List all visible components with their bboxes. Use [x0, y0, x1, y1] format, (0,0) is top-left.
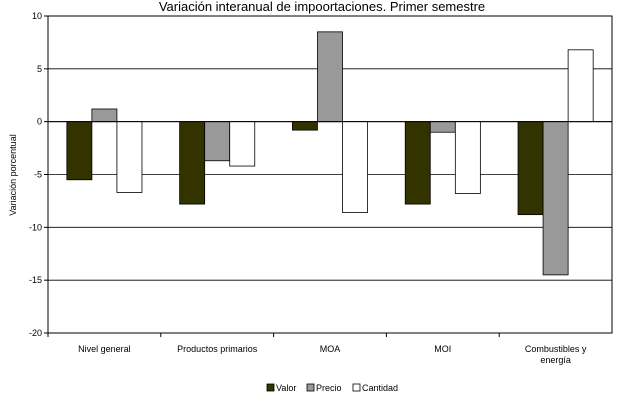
bar-valor	[404, 121, 431, 205]
y-tick-label: 0	[37, 117, 42, 127]
y-tick-label: 10	[32, 11, 42, 21]
legend-swatch	[306, 383, 315, 392]
legend-label: Precio	[316, 383, 342, 393]
bar-cantidad	[229, 121, 256, 167]
bar-valor	[179, 121, 206, 205]
bar-valor	[517, 121, 544, 216]
legend-swatch	[266, 383, 275, 392]
x-axis-categories: Nivel general Productos primarios MOA MOI Co…	[47, 333, 587, 365]
y-tick-label: 5	[37, 64, 42, 74]
legend: Valor Precio Cantidad	[266, 383, 398, 393]
y-tick-label: -5	[34, 170, 42, 180]
y-tick-label: -10	[29, 222, 42, 232]
bar-cantidad	[116, 121, 143, 193]
category-label: MOI	[434, 344, 451, 354]
category-label: MOA	[320, 344, 341, 354]
bar-precio	[317, 31, 343, 123]
legend-label: Valor	[276, 383, 296, 393]
bar-precio	[204, 121, 231, 162]
bar-cantidad	[342, 121, 368, 213]
category-label: Productos primarios	[177, 344, 258, 354]
legend-swatch	[352, 383, 361, 392]
plot-area	[47, 15, 613, 334]
category-label: Nivel general	[78, 344, 131, 354]
category-label: Combustibles y energía	[525, 344, 587, 365]
bar-cantidad	[454, 121, 481, 194]
bar-precio	[429, 121, 456, 133]
bar-valor	[66, 121, 93, 181]
chart-title: Variación interanual de impoortaciones. …	[159, 0, 485, 14]
bars	[66, 31, 594, 276]
bar-precio	[91, 108, 118, 123]
bar-valor	[292, 121, 318, 131]
bar-cantidad	[567, 49, 594, 123]
y-tick-label: -20	[29, 328, 42, 338]
y-tick-label: -15	[29, 275, 42, 285]
y-axis-ticks: 10 5 0 -5 -10 -15 -20	[29, 11, 48, 338]
legend-label: Cantidad	[362, 383, 398, 393]
y-axis-label: Variación porcentual	[8, 134, 18, 215]
bar-precio	[542, 121, 569, 276]
